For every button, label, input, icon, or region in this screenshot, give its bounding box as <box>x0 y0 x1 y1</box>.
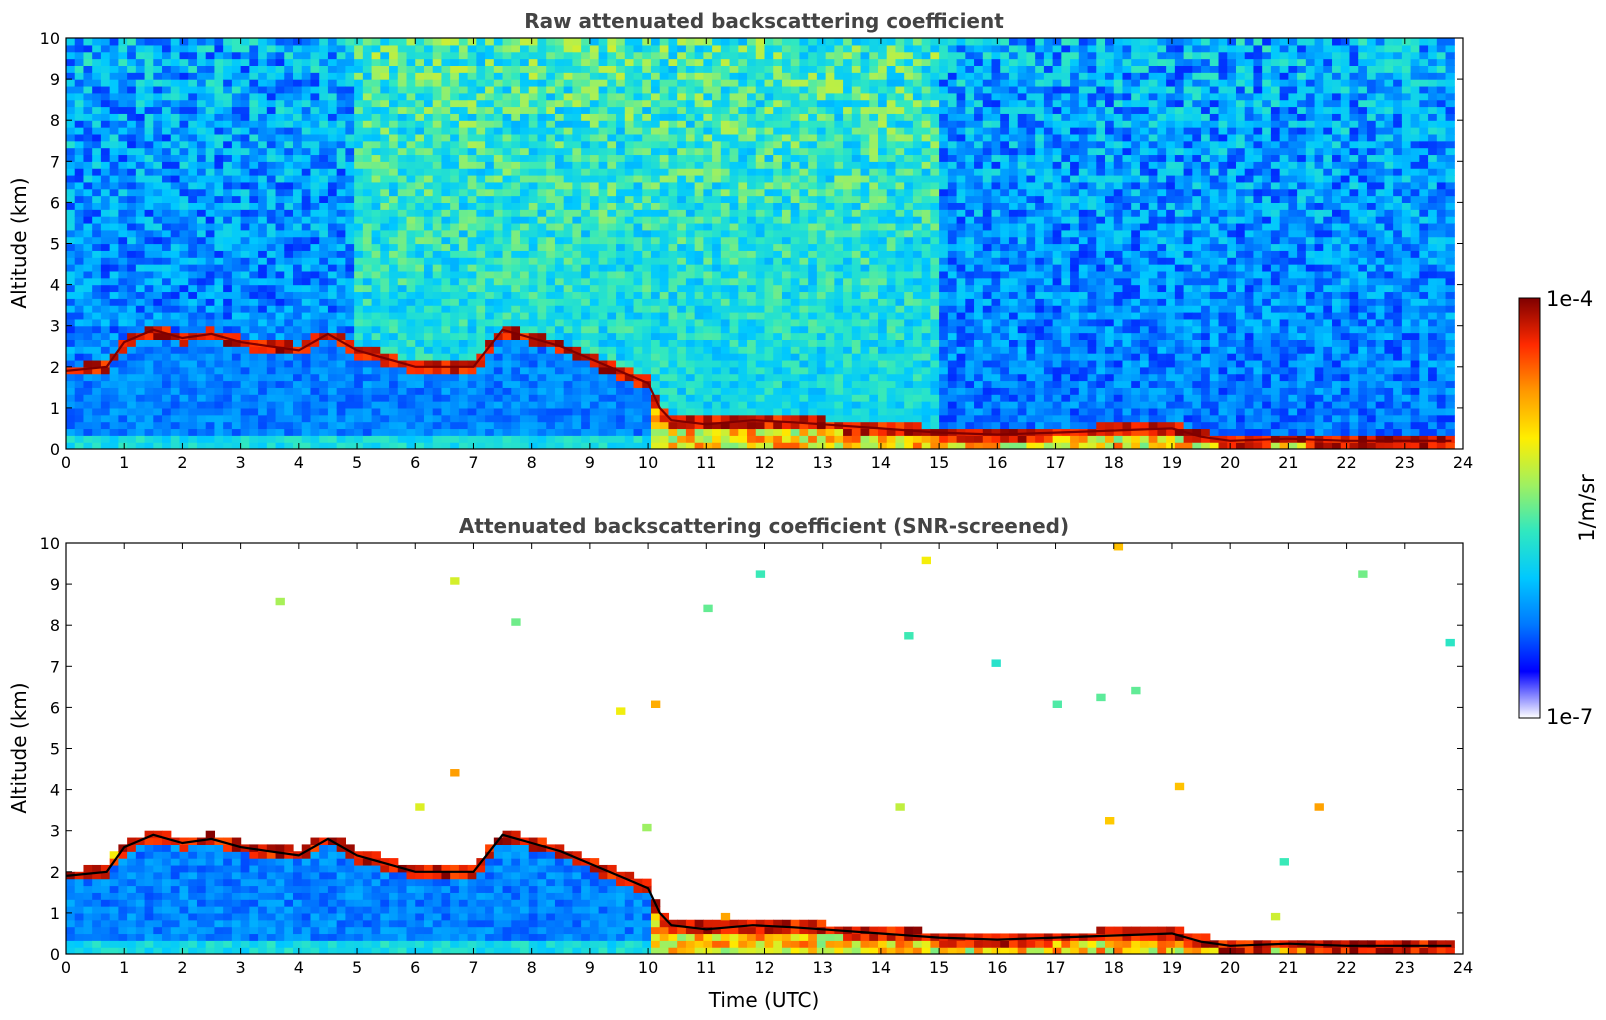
x-tick-label: 10 <box>638 958 658 977</box>
x-tick-label: 18 <box>1104 453 1124 472</box>
y-tick-label: 4 <box>50 781 60 800</box>
x-tick-label: 21 <box>1278 958 1298 977</box>
x-tick-label: 1 <box>119 453 129 472</box>
x-tick-label: 23 <box>1395 453 1415 472</box>
x-tick-label: 2 <box>177 958 187 977</box>
x-tick-label: 17 <box>1045 958 1065 977</box>
y-tick-label: 6 <box>50 698 60 717</box>
x-tick-label: 11 <box>696 453 716 472</box>
cloud-top-line <box>66 833 1452 947</box>
y-tick-label: 3 <box>50 822 60 841</box>
colorbar-unit-label: 1/m/sr <box>1575 474 1599 542</box>
x-tick-label: 16 <box>987 453 1007 472</box>
raw-panel-title: Raw attenuated backscattering coefficien… <box>524 9 1004 33</box>
raw-y-axis: 0 1 2 3 4 5 6 7 8 9 10 <box>40 29 1463 459</box>
x-tick-label: 3 <box>236 453 246 472</box>
y-tick-label: 2 <box>50 358 60 377</box>
raw-y-axis-label: Altitude (km) <box>7 177 31 308</box>
y-tick-label: 9 <box>50 575 60 594</box>
x-tick-label: 0 <box>61 453 71 472</box>
x-tick-label: 7 <box>468 958 478 977</box>
x-tick-label: 4 <box>294 453 304 472</box>
x-tick-label: 5 <box>352 958 362 977</box>
x-tick-label: 24 <box>1453 958 1473 977</box>
x-axis-label: Time (UTC) <box>708 988 820 1012</box>
x-tick-label: 10 <box>638 453 658 472</box>
y-tick-label: 1 <box>50 904 60 923</box>
x-tick-label: 0 <box>61 958 71 977</box>
screened-heatmap <box>66 543 1455 954</box>
x-tick-label: 21 <box>1278 453 1298 472</box>
y-tick-label: 7 <box>50 657 60 676</box>
y-tick-label: 8 <box>50 616 60 635</box>
y-tick-label: 1 <box>50 399 60 418</box>
x-tick-label: 12 <box>754 958 774 977</box>
y-tick-label: 6 <box>50 193 60 212</box>
raw-x-axis: 0 1 2 3 4 5 6 7 8 9 10 11 12 13 14 15 16 17 18 19 20 21 22 23 24 <box>61 38 1473 472</box>
x-tick-label: 8 <box>527 453 537 472</box>
x-tick-label: 15 <box>929 958 949 977</box>
x-tick-label: 9 <box>585 958 595 977</box>
x-tick-label: 19 <box>1162 958 1182 977</box>
colorbar-max-label: 1e-4 <box>1546 287 1593 311</box>
x-tick-label: 13 <box>813 453 833 472</box>
y-tick-label: 0 <box>50 945 60 964</box>
x-tick-label: 18 <box>1104 958 1124 977</box>
y-tick-label: 3 <box>50 317 60 336</box>
x-tick-label: 5 <box>352 453 362 472</box>
x-tick-label: 12 <box>754 453 774 472</box>
y-tick-label: 9 <box>50 70 60 89</box>
raw-heatmap <box>66 38 1455 449</box>
x-tick-label: 20 <box>1220 958 1240 977</box>
x-tick-label: 3 <box>236 958 246 977</box>
y-tick-label: 4 <box>50 276 60 295</box>
x-tick-label: 16 <box>987 958 1007 977</box>
y-tick-label: 5 <box>50 740 60 759</box>
x-tick-label: 17 <box>1045 453 1065 472</box>
x-tick-label: 19 <box>1162 453 1182 472</box>
screened-panel-title: Attenuated backscattering coefficient (S… <box>459 514 1069 538</box>
x-tick-label: 11 <box>696 958 716 977</box>
y-tick-label: 10 <box>40 29 60 48</box>
x-tick-label: 22 <box>1336 958 1356 977</box>
x-tick-label: 23 <box>1395 958 1415 977</box>
y-tick-label: 10 <box>40 534 60 553</box>
x-tick-label: 20 <box>1220 453 1240 472</box>
x-tick-label: 7 <box>468 453 478 472</box>
x-tick-label: 1 <box>119 958 129 977</box>
x-tick-label: 15 <box>929 453 949 472</box>
x-tick-label: 2 <box>177 453 187 472</box>
x-tick-label: 24 <box>1453 453 1473 472</box>
y-tick-label: 0 <box>50 440 60 459</box>
y-tick-label: 5 <box>50 235 60 254</box>
x-tick-label: 6 <box>410 453 420 472</box>
x-tick-label: 8 <box>527 958 537 977</box>
x-tick-label: 22 <box>1336 453 1356 472</box>
x-tick-label: 4 <box>294 958 304 977</box>
y-tick-label: 7 <box>50 152 60 171</box>
colorbar: 1e-4 1e-7 1/m/sr <box>1518 287 1599 729</box>
screened-backscatter-panel: Attenuated backscattering coefficient (S… <box>7 514 1473 977</box>
screened-x-axis: 0 1 2 3 4 5 6 7 8 9 10 11 12 13 14 15 16 17 18 19 20 21 22 23 24 <box>61 543 1473 977</box>
colorbar-gradient-bar <box>1518 297 1541 719</box>
x-tick-label: 9 <box>585 453 595 472</box>
y-tick-label: 2 <box>50 863 60 882</box>
x-tick-label: 13 <box>813 958 833 977</box>
x-tick-label: 14 <box>871 958 891 977</box>
screened-y-axis-label: Altitude (km) <box>7 682 31 813</box>
cloud-top-line <box>66 328 1452 442</box>
y-tick-label: 8 <box>50 111 60 130</box>
colorbar-min-label: 1e-7 <box>1546 705 1593 729</box>
screened-y-axis: 0 1 2 3 4 5 6 7 8 9 10 <box>40 534 1463 964</box>
x-tick-label: 6 <box>410 958 420 977</box>
raw-backscatter-panel: Raw attenuated backscattering coefficien… <box>7 9 1473 472</box>
x-tick-label: 14 <box>871 453 891 472</box>
